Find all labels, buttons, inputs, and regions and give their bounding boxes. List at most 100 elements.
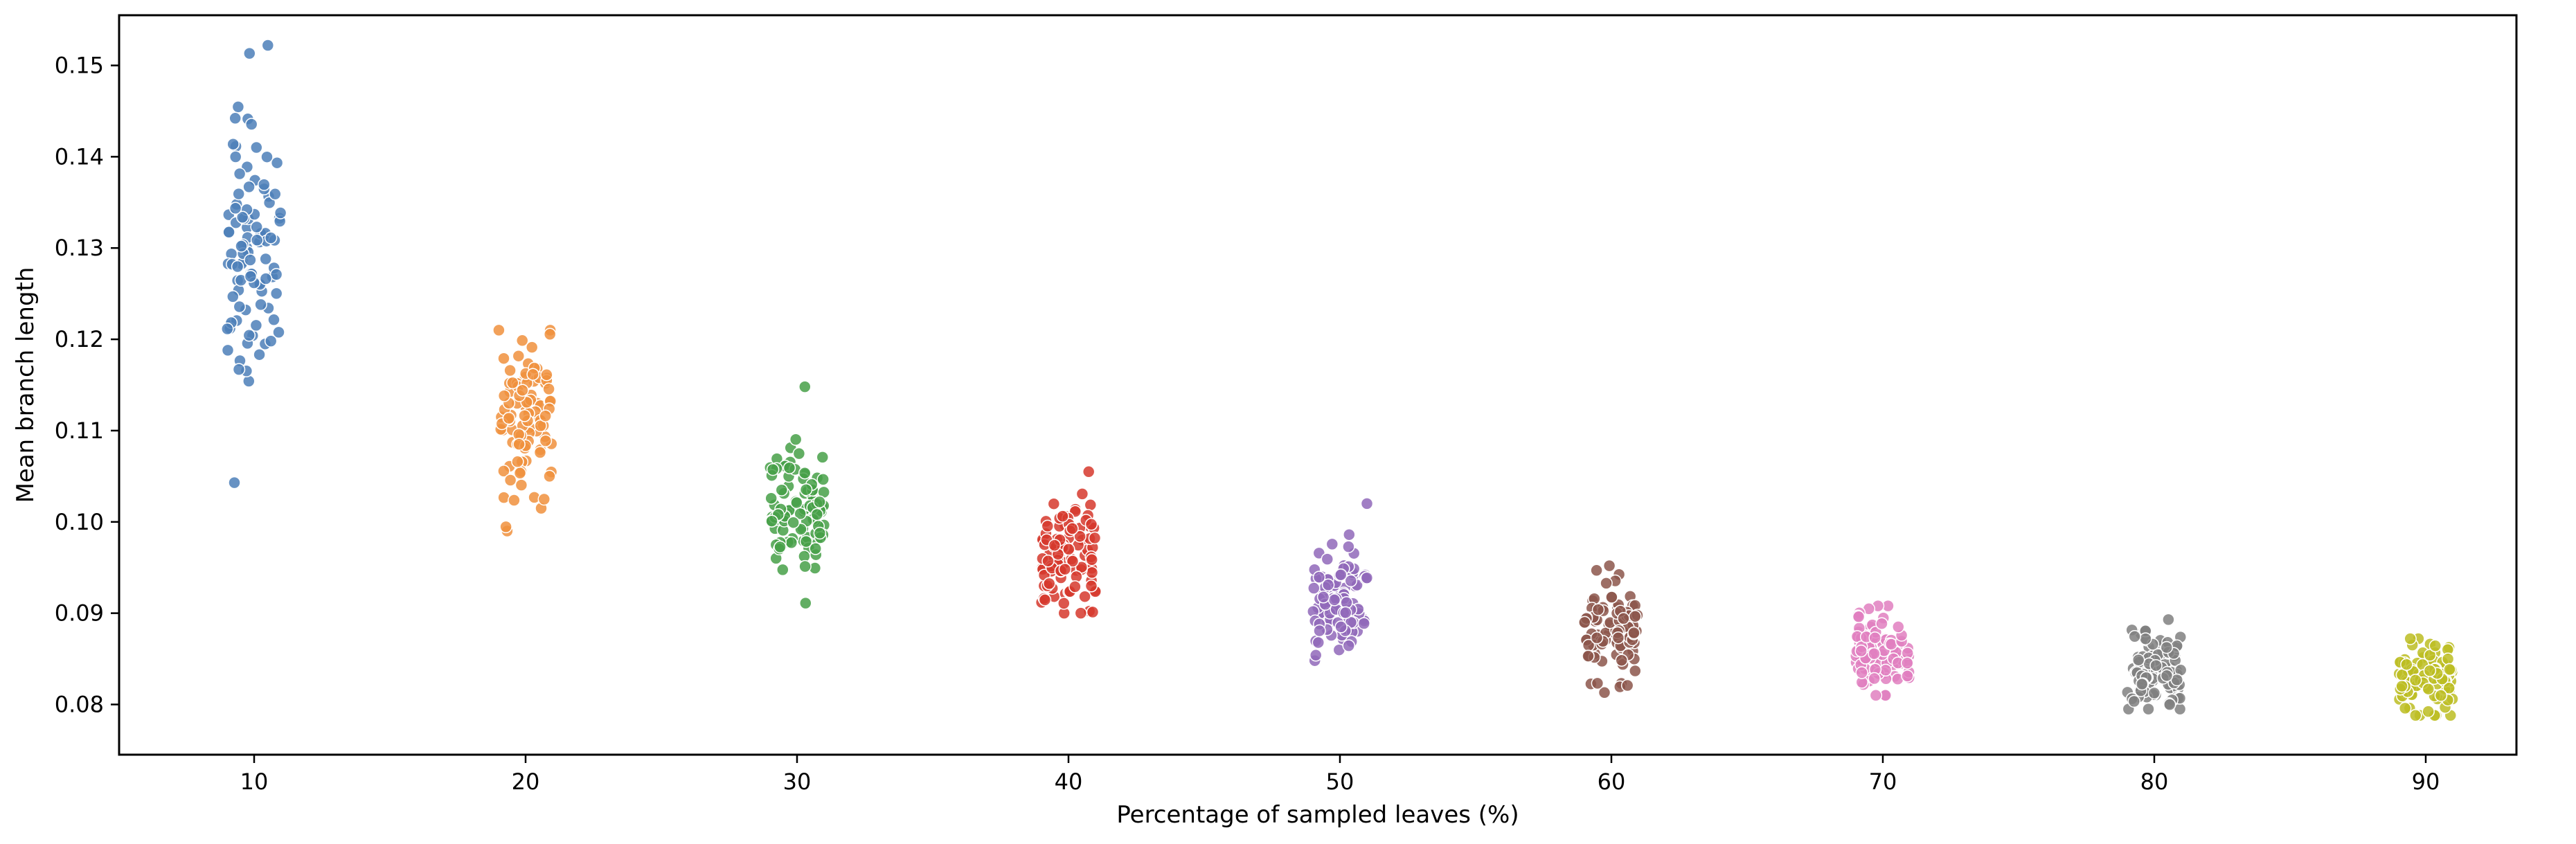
data-point-60 — [1629, 664, 1642, 678]
data-point-40 — [1068, 580, 1082, 593]
data-point-30 — [773, 540, 787, 554]
data-point-70 — [1875, 617, 1888, 630]
data-point-50 — [1360, 497, 1374, 510]
data-point-10 — [254, 298, 267, 312]
data-point-30 — [764, 492, 778, 505]
data-point-60 — [1591, 676, 1604, 690]
data-point-30 — [816, 451, 830, 464]
data-point-50 — [1325, 537, 1339, 551]
data-point-10 — [259, 252, 272, 266]
data-point-30 — [799, 483, 813, 496]
data-point-30 — [798, 559, 812, 573]
data-point-20 — [512, 349, 526, 363]
data-point-20 — [537, 492, 551, 506]
data-point-70 — [1868, 647, 1881, 661]
data-point-60 — [1578, 616, 1591, 629]
data-point-10 — [222, 226, 235, 239]
data-point-90 — [2441, 652, 2455, 665]
data-point-70 — [1869, 689, 1883, 702]
data-point-40 — [1041, 519, 1055, 533]
data-point-30 — [798, 380, 812, 393]
y-tick-label: 0.12 — [55, 326, 104, 352]
x-tick-label: 30 — [783, 769, 812, 795]
data-point-40 — [1062, 543, 1075, 556]
x-tick-label: 50 — [1326, 769, 1354, 795]
data-point-40 — [1085, 553, 1098, 566]
data-point-10 — [233, 167, 247, 181]
data-point-70 — [1855, 666, 1868, 679]
data-point-40 — [1057, 597, 1071, 610]
data-point-50 — [1339, 606, 1352, 620]
data-point-50 — [1321, 553, 1334, 566]
data-point-50 — [1360, 571, 1374, 584]
data-point-20 — [539, 409, 552, 422]
data-point-20 — [511, 455, 524, 469]
data-point-60 — [1620, 679, 1634, 692]
data-point-10 — [269, 287, 283, 300]
data-point-90 — [2404, 632, 2417, 645]
data-point-50 — [1342, 639, 1355, 652]
data-point-30 — [799, 596, 812, 610]
data-point-10 — [250, 141, 263, 154]
data-point-10 — [264, 231, 278, 244]
y-axis-label: Mean branch length — [12, 267, 39, 503]
data-point-80 — [2163, 698, 2176, 711]
data-point-40 — [1084, 518, 1098, 531]
data-point-20 — [503, 363, 517, 377]
data-point-30 — [785, 536, 798, 550]
data-point-40 — [1075, 487, 1089, 501]
data-point-20 — [508, 494, 521, 507]
y-tick-label: 0.11 — [55, 417, 104, 444]
data-point-10 — [253, 348, 266, 361]
x-tick-label: 60 — [1598, 769, 1626, 795]
data-point-20 — [540, 368, 553, 381]
data-point-40 — [1086, 605, 1100, 619]
data-point-50 — [1344, 574, 1358, 588]
data-point-10 — [250, 233, 264, 247]
data-point-60 — [1617, 612, 1630, 625]
data-point-60 — [1590, 564, 1603, 577]
data-point-90 — [2434, 689, 2448, 702]
data-point-40 — [1073, 530, 1086, 543]
data-point-30 — [798, 466, 812, 480]
data-point-10 — [244, 118, 258, 131]
data-point-40 — [1066, 555, 1080, 568]
y-tick-label: 0.10 — [55, 509, 104, 535]
data-point-20 — [515, 334, 529, 348]
data-point-40 — [1074, 607, 1088, 620]
data-point-10 — [261, 39, 275, 52]
data-point-20 — [526, 368, 539, 381]
data-point-60 — [1600, 577, 1613, 590]
data-point-20 — [497, 352, 510, 365]
data-point-20 — [497, 389, 511, 402]
data-point-70 — [1852, 610, 1866, 624]
data-point-90 — [2422, 682, 2435, 696]
data-point-40 — [1058, 562, 1072, 576]
data-point-70 — [1868, 631, 1881, 645]
data-point-40 — [1084, 580, 1098, 593]
data-point-10 — [267, 313, 280, 327]
data-point-40 — [1047, 497, 1061, 510]
data-point-60 — [1582, 649, 1595, 663]
y-axis-ticks: 0.08 0.09 0.10 0.11 0.12 0.13 0.14 0.15 — [55, 53, 119, 717]
y-tick-label: 0.15 — [55, 53, 104, 79]
data-point-30 — [813, 526, 827, 540]
data-point-10 — [242, 180, 256, 194]
data-point-10 — [250, 220, 263, 234]
data-point-50 — [1342, 540, 1355, 553]
data-point-10 — [242, 329, 256, 342]
data-point-60 — [1611, 631, 1625, 645]
data-point-80 — [2127, 694, 2141, 708]
data-point-40 — [1085, 566, 1099, 580]
data-point-80 — [2128, 630, 2141, 643]
data-point-60 — [1602, 559, 1616, 573]
data-point-10 — [232, 363, 246, 376]
data-point-30 — [765, 514, 778, 528]
data-point-10 — [235, 240, 248, 253]
data-point-80 — [2147, 686, 2161, 700]
data-point-10 — [269, 268, 283, 281]
data-point-20 — [543, 327, 557, 341]
data-point-90 — [2395, 679, 2408, 693]
data-point-30 — [813, 495, 826, 509]
data-point-70 — [1854, 644, 1868, 658]
